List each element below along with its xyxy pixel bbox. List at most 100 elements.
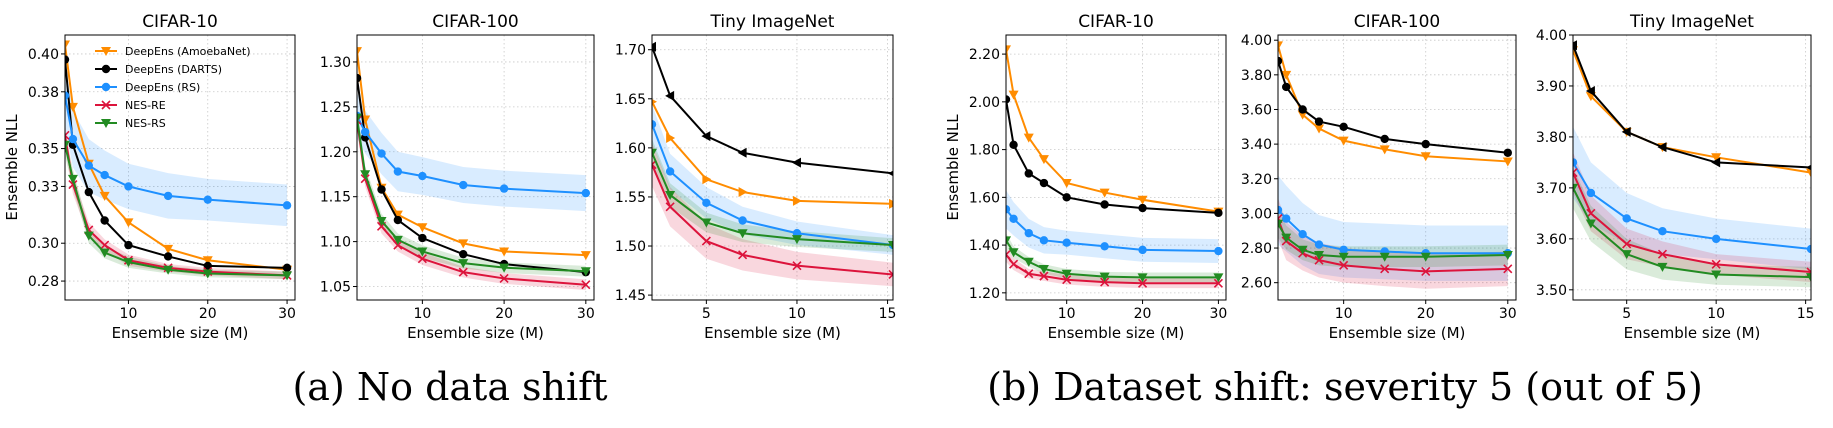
data-point <box>1298 105 1307 114</box>
y-tick-label: 2.00 <box>969 95 1000 111</box>
confidence-band <box>1573 167 1811 288</box>
data-point <box>202 269 213 279</box>
data-point <box>581 188 591 198</box>
series-line <box>65 59 288 269</box>
data-point <box>1711 153 1722 163</box>
data-point <box>1573 158 1578 167</box>
plot-area <box>1573 40 1811 288</box>
data-point <box>888 269 893 280</box>
legend-label: DeepEns (DARTS) <box>125 63 222 76</box>
y-tick-label: 1.55 <box>615 190 646 206</box>
data-point <box>1281 70 1292 80</box>
data-point <box>1214 208 1223 218</box>
data-point <box>392 210 403 220</box>
series-line <box>65 135 288 277</box>
y-tick-label: 3.50 <box>1536 283 1567 299</box>
y-axis-label: Ensemble NLL <box>3 114 21 221</box>
y-tick-label: 2.80 <box>1241 241 1272 257</box>
data-point <box>99 191 110 201</box>
data-point <box>652 159 657 170</box>
confidence-band <box>357 93 586 212</box>
data-point <box>701 131 711 142</box>
confidence-band <box>1573 126 1811 270</box>
data-point <box>282 263 292 273</box>
x-tick-label: 10 <box>120 306 138 322</box>
data-point <box>1006 205 1011 214</box>
y-tick-label: 1.65 <box>615 92 646 108</box>
data-point <box>357 113 362 123</box>
legend-marker <box>101 82 111 92</box>
data-point <box>65 130 70 140</box>
chart-title: CIFAR-100 <box>432 12 518 32</box>
data-point <box>100 240 110 250</box>
x-tick-label: 10 <box>788 306 806 322</box>
data-point <box>1137 278 1148 288</box>
caption-b: (b) Dataset shift: severity 5 (out of 5) <box>987 365 1703 409</box>
x-tick-label: 30 <box>1499 306 1517 322</box>
data-point <box>1009 214 1018 224</box>
x-axis-label: Ensemble size (M) <box>112 324 249 342</box>
data-point <box>65 40 70 50</box>
data-point <box>701 218 712 228</box>
data-point <box>792 261 802 271</box>
data-point <box>652 98 657 105</box>
legend: DeepEns (AmoebaNet) DeepEns (DARTS) DeepEn… <box>95 45 251 130</box>
series-line <box>1006 49 1219 213</box>
y-tick-label: 0.33 <box>28 179 59 195</box>
x-tick-label: 10 <box>413 306 431 322</box>
data-point <box>1039 271 1049 281</box>
chart-panel-4: 10 20 30 1.20 1.40 1.60 1.80 2.00 2.20 CIFAR-10 En… <box>944 12 1227 342</box>
y-tick-label: 1.50 <box>615 239 646 255</box>
data-point <box>499 273 509 284</box>
y-tick-label: 1.30 <box>320 55 351 71</box>
data-point <box>1586 188 1596 198</box>
chart-panel-1: 10 20 30 0.28 0.30 0.33 0.35 0.38 0.40 CIFAR-10 En… <box>3 12 296 342</box>
series-line <box>1573 44 1811 169</box>
y-tick-label: 1.15 <box>320 190 351 206</box>
data-point <box>99 248 110 258</box>
series-line <box>652 46 893 175</box>
data-point <box>652 41 656 52</box>
data-point <box>1806 168 1811 178</box>
data-point <box>1214 246 1223 256</box>
chart-panel-2: 10 20 30 1.05 1.10 1.15 1.20 1.25 1.30 CIFAR-100 E… <box>320 12 595 342</box>
chart-title: CIFAR-100 <box>1354 12 1440 32</box>
y-tick-label: 1.60 <box>615 141 646 157</box>
data-point <box>580 267 591 277</box>
series-line <box>1006 239 1219 279</box>
data-point <box>376 216 387 226</box>
series-line <box>1278 60 1508 154</box>
series-line <box>652 164 893 276</box>
data-point <box>665 190 676 200</box>
data-point <box>417 254 427 264</box>
data-point <box>1281 233 1292 243</box>
data-point <box>1137 273 1148 283</box>
x-tick-label: 5 <box>1622 306 1631 322</box>
y-tick-label: 1.45 <box>615 288 646 304</box>
data-point <box>100 170 109 180</box>
legend-item: DeepEns (RS) <box>95 81 200 94</box>
y-tick-label: 1.10 <box>320 235 351 251</box>
data-point <box>1421 266 1431 276</box>
data-point <box>1297 110 1308 120</box>
data-point <box>1297 245 1308 255</box>
data-point <box>1421 139 1430 149</box>
data-point <box>652 120 657 129</box>
confidence-band <box>1573 152 1811 283</box>
data-point <box>792 195 802 206</box>
data-point <box>124 182 133 191</box>
data-point <box>791 157 801 168</box>
y-tick-label: 1.80 <box>969 143 1000 159</box>
data-point <box>65 140 70 150</box>
x-tick-label: 10 <box>1058 306 1076 322</box>
series-line <box>65 44 288 271</box>
chart-panel-6: 5 10 15 3.50 3.60 3.70 3.80 3.90 4.00 Tiny ImageN… <box>1536 12 1815 342</box>
x-axis-label: Ensemble size (M) <box>1329 324 1466 342</box>
y-tick-label: 3.00 <box>1241 206 1272 222</box>
chart-panel-5: 10 20 30 2.60 2.80 3.00 3.20 3.40 3.60 3.80 4.00 CI… <box>1241 12 1517 342</box>
data-point <box>357 73 362 83</box>
data-point <box>1278 205 1283 215</box>
data-point <box>1282 214 1291 223</box>
series-line <box>1278 45 1508 163</box>
axes-frame <box>1005 34 1227 301</box>
